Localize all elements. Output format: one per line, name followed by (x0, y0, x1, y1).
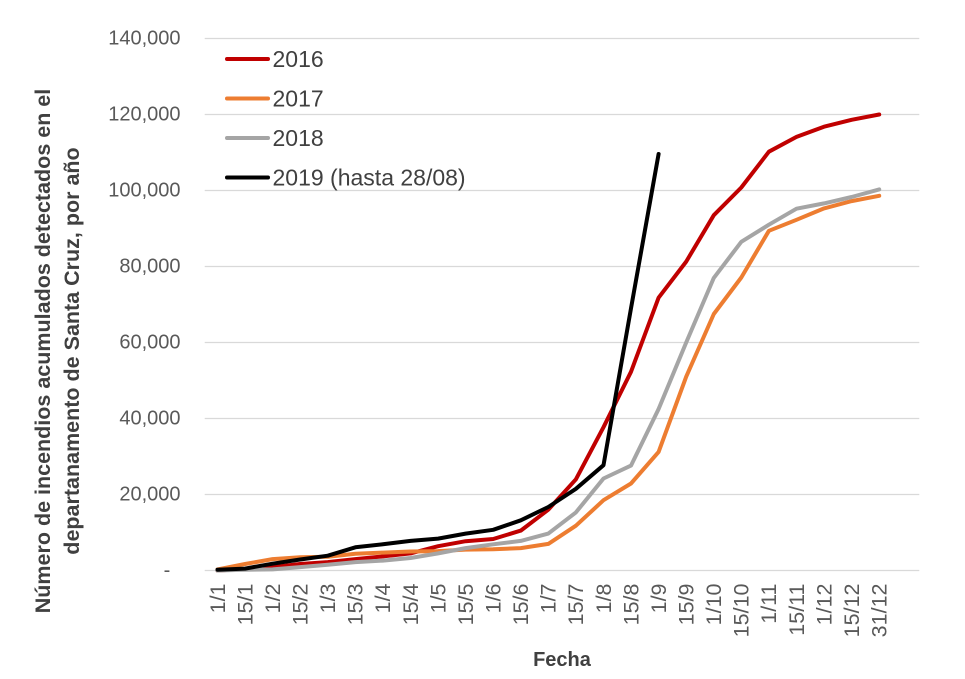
svg-text:15/6: 15/6 (509, 583, 533, 625)
svg-text:2019 (hasta 28/08): 2019 (hasta 28/08) (273, 165, 466, 191)
svg-text:2016: 2016 (273, 46, 324, 72)
svg-text:15/10: 15/10 (730, 583, 754, 637)
svg-text:15/2: 15/2 (289, 584, 313, 626)
svg-text:1/6: 1/6 (482, 583, 506, 613)
svg-text:Fecha: Fecha (533, 649, 592, 671)
svg-text:80,000: 80,000 (119, 256, 180, 278)
svg-text:2017: 2017 (273, 86, 324, 112)
svg-text:1/2: 1/2 (261, 584, 285, 614)
svg-text:15/4: 15/4 (399, 583, 423, 625)
svg-text:1/12: 1/12 (812, 584, 836, 626)
svg-text:15/7: 15/7 (564, 584, 588, 626)
svg-text:20,000: 20,000 (119, 484, 180, 506)
svg-text:1/11: 1/11 (757, 584, 781, 624)
svg-text:2018: 2018 (273, 125, 324, 151)
svg-text:140,000: 140,000 (108, 28, 180, 50)
svg-text:15/8: 15/8 (619, 583, 643, 625)
svg-text:1/8: 1/8 (592, 583, 616, 613)
svg-text:departanamento de Santa Cruz,: departanamento de Santa Cruz, por año (60, 147, 84, 554)
svg-text:120,000: 120,000 (108, 104, 180, 126)
svg-text:40,000: 40,000 (119, 408, 180, 430)
svg-text:1/3: 1/3 (316, 583, 340, 613)
svg-text:15/9: 15/9 (675, 584, 699, 626)
svg-text:100,000: 100,000 (108, 180, 180, 202)
svg-text:15/1: 15/1 (233, 584, 257, 626)
svg-text:-: - (164, 560, 171, 582)
svg-text:15/12: 15/12 (840, 584, 864, 638)
svg-text:1/4: 1/4 (371, 583, 395, 613)
svg-text:1/1: 1/1 (206, 584, 230, 614)
svg-text:Número de incendios acumulados: Número de incendios acumulados detectado… (31, 89, 55, 614)
svg-text:1/5: 1/5 (426, 583, 450, 613)
svg-text:15/5: 15/5 (454, 583, 478, 625)
svg-text:31/12: 31/12 (868, 584, 892, 638)
svg-text:60,000: 60,000 (119, 332, 180, 354)
svg-text:15/3: 15/3 (344, 583, 368, 625)
svg-text:15/11: 15/11 (785, 584, 809, 636)
svg-text:1/9: 1/9 (647, 584, 671, 614)
svg-text:1/10: 1/10 (702, 583, 726, 625)
svg-text:1/7: 1/7 (537, 584, 561, 614)
